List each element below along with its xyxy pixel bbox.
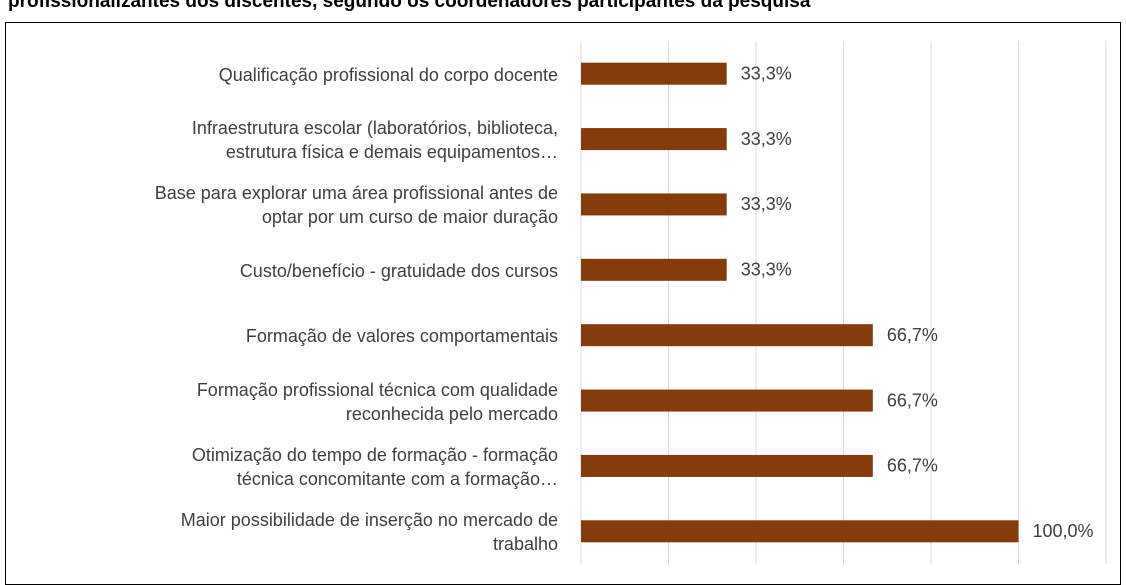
- value-label: 33,3%: [741, 129, 792, 149]
- bar: [581, 520, 1019, 543]
- category-label: Infraestrutura escolar (laboratórios, bi…: [191, 118, 558, 163]
- category-label: Base para explorar uma área profissional…: [154, 183, 558, 228]
- value-label: 66,7%: [887, 325, 938, 345]
- bar: [581, 258, 727, 281]
- category-label: Maior possibilidade de inserção no merca…: [180, 510, 558, 555]
- category-label: Formação de valores comportamentais: [245, 326, 558, 347]
- value-label: 33,3%: [741, 63, 792, 83]
- bar: [581, 128, 727, 151]
- value-label: 33,3%: [741, 260, 792, 280]
- bar: [581, 389, 873, 412]
- value-label: 66,7%: [887, 390, 938, 410]
- value-label: 66,7%: [887, 456, 938, 476]
- value-label: 100,0%: [1033, 521, 1094, 541]
- value-label: 33,3%: [741, 194, 792, 214]
- bar: [581, 454, 873, 477]
- chart-title: profissionalizantes dos discentes, segun…: [8, 0, 811, 12]
- category-label: Qualificação profissional do corpo docen…: [218, 64, 558, 85]
- category-label: Otimização do tempo de formação - formaç…: [191, 444, 558, 489]
- bar: [581, 324, 873, 347]
- category-label: Custo/benefício - gratuidade dos cursos: [239, 260, 558, 281]
- bar: [581, 62, 727, 85]
- bar: [581, 193, 727, 216]
- category-label: Formação profissional técnica com qualid…: [196, 379, 558, 424]
